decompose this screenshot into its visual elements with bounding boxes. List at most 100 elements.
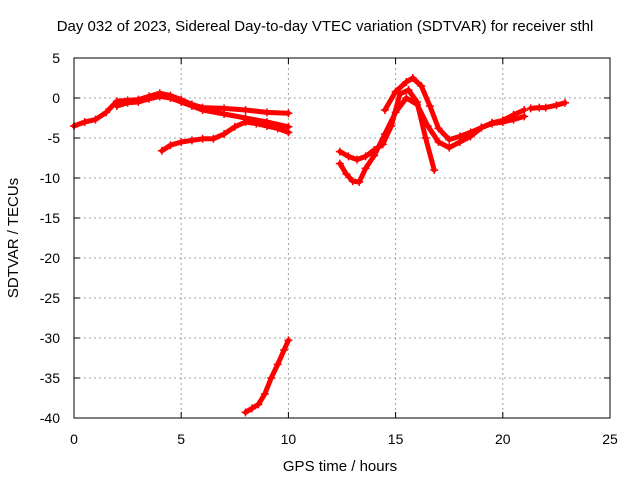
data-point-arc-7 — [477, 123, 486, 132]
series-group — [70, 74, 569, 417]
data-point-arc-6 — [370, 146, 379, 154]
data-point-arc-3 — [209, 134, 218, 143]
data-point-arc-2 — [166, 94, 175, 102]
data-point-arc-6 — [395, 90, 404, 98]
data-point-arc-2 — [155, 92, 164, 101]
data-point-arc-7 — [498, 116, 507, 125]
y-tick-label: -20 — [40, 250, 60, 266]
data-point-arc-3 — [198, 134, 207, 143]
data-point-arc-6 — [430, 166, 439, 174]
data-point-arc-6 — [378, 140, 387, 149]
x-tick-label: 5 — [177, 431, 185, 447]
data-point-arc-8 — [526, 104, 535, 113]
tick-group: 0 5 10 15 20 25 5 0 -5 -10 -15 -20 -25 -30 -35 -40 — [40, 50, 618, 447]
data-point-arc-5 — [445, 143, 454, 152]
data-point-arc-6 — [335, 147, 344, 156]
x-tick-label: 25 — [602, 431, 618, 447]
x-tick-label: 20 — [495, 431, 511, 447]
data-point-arc-3 — [262, 122, 271, 130]
data-point-arc-6 — [404, 86, 413, 94]
data-point-arc-4 — [273, 360, 282, 369]
data-point-arc-6 — [413, 98, 422, 106]
data-point-arc-7 — [455, 132, 464, 141]
y-tick-label: 5 — [52, 50, 60, 66]
data-point-arc-3 — [230, 122, 239, 131]
data-point-arc-2 — [123, 98, 132, 107]
data-point-arc-2 — [220, 110, 229, 118]
data-point-arc-8 — [552, 101, 561, 110]
data-point-arc-6 — [421, 134, 430, 142]
grid — [74, 58, 610, 418]
data-point-arc-1 — [80, 118, 89, 126]
y-tick-label: -30 — [40, 330, 60, 346]
series-arc-7 — [382, 75, 527, 143]
data-point-arc-5 — [355, 178, 364, 186]
data-point-arc-4 — [284, 336, 293, 345]
data-point-arc-6 — [344, 152, 353, 161]
y-tick-label: -10 — [40, 170, 60, 186]
data-point-arc-3 — [241, 118, 250, 126]
data-point-arc-1 — [262, 108, 271, 117]
data-point-arc-5 — [402, 94, 411, 102]
x-tick-label: 15 — [388, 431, 404, 447]
data-point-arc-3 — [157, 146, 166, 155]
data-point-arc-4 — [247, 404, 256, 413]
data-point-arc-1 — [91, 115, 100, 124]
x-axis-label: GPS time / hours — [283, 458, 397, 475]
data-point-arc-7 — [488, 118, 497, 127]
y-tick-label: -35 — [40, 370, 60, 386]
data-point-arc-6 — [361, 152, 370, 161]
data-point-arc-7 — [417, 82, 426, 90]
data-point-arc-3 — [166, 141, 175, 150]
data-point-arc-3 — [187, 136, 196, 145]
data-point-arc-7 — [466, 128, 475, 137]
data-point-arc-4 — [267, 374, 276, 382]
plot-frame — [73, 57, 611, 419]
data-point-arc-3 — [220, 130, 229, 138]
data-point-arc-4 — [260, 390, 269, 398]
data-point-arc-6 — [353, 155, 362, 164]
y-tick-label: -40 — [40, 410, 60, 426]
data-point-arc-5 — [348, 177, 357, 186]
data-point-arc-2 — [198, 106, 207, 114]
data-point-arc-8 — [560, 98, 569, 107]
data-point-arc-5 — [335, 159, 344, 168]
y-axis-label: SDTVAR / TECUs — [5, 178, 22, 298]
data-point-arc-7 — [445, 135, 454, 144]
data-point-arc-8 — [541, 103, 550, 112]
data-point-arc-7 — [425, 102, 434, 110]
data-point-arc-1 — [284, 109, 293, 118]
y-tick-label: -25 — [40, 290, 60, 306]
data-point-arc-2 — [134, 98, 143, 106]
data-point-arc-2 — [187, 102, 196, 110]
data-point-arc-2 — [145, 94, 154, 103]
x-tick-label: 10 — [281, 431, 297, 447]
data-point-arc-3 — [252, 119, 261, 128]
data-point-arc-1 — [241, 106, 250, 114]
data-point-arc-1 — [102, 108, 111, 117]
data-point-arc-6 — [387, 122, 396, 130]
data-point-arc-5 — [361, 164, 370, 173]
data-point-arc-4 — [241, 408, 250, 417]
data-point-arc-3 — [284, 128, 293, 137]
data-point-arc-7 — [380, 106, 389, 114]
y-tick-label: -15 — [40, 210, 60, 226]
data-point-arc-2 — [112, 102, 121, 110]
data-point-arc-7 — [520, 106, 529, 114]
series-arc-4 — [243, 337, 291, 415]
y-tick-label: 0 — [52, 90, 60, 106]
data-point-arc-7 — [434, 124, 443, 133]
data-point-arc-5 — [342, 170, 351, 178]
data-point-arc-4 — [254, 400, 263, 409]
chart-title: Day 032 of 2023, Sidereal Day-to-day VTE… — [57, 18, 594, 35]
data-point-arc-7 — [509, 110, 518, 119]
data-point-arc-7 — [402, 78, 411, 86]
x-tick-label: 0 — [70, 431, 78, 447]
data-point-arc-7 — [391, 87, 400, 96]
data-point-arc-4 — [280, 346, 289, 354]
data-point-arc-5 — [434, 138, 443, 146]
data-point-arc-2 — [177, 98, 186, 106]
data-point-arc-3 — [273, 124, 282, 133]
data-point-arc-3 — [177, 138, 186, 146]
